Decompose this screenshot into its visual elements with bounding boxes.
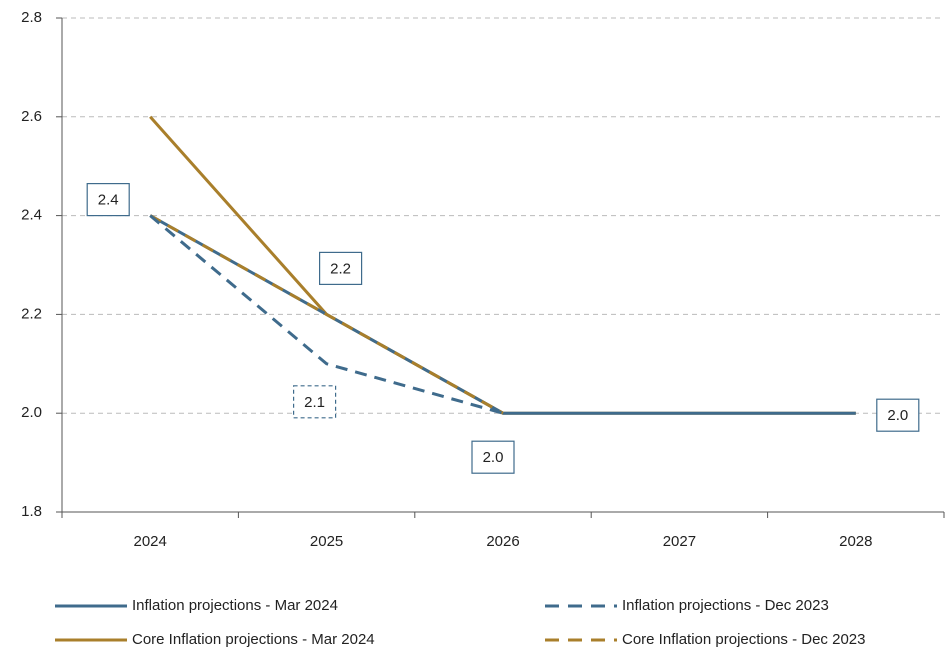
x-tick-label: 2028 [839, 533, 872, 550]
legend-label: Inflation projections - Mar 2024 [132, 597, 338, 614]
data-label: 2.0 [483, 449, 504, 466]
y-tick-label: 1.8 [21, 503, 42, 520]
y-tick-label: 2.6 [21, 108, 42, 125]
legend-label: Core Inflation projections - Mar 2024 [132, 631, 375, 648]
data-label-box [319, 251, 363, 285]
x-tick-label: 2027 [663, 533, 696, 550]
x-tick-label: 2024 [134, 533, 167, 550]
y-tick-label: 2.4 [21, 207, 42, 224]
y-tick-label: 2.2 [21, 305, 42, 322]
data-label-box [86, 183, 130, 217]
data-label-box [471, 440, 515, 474]
legend-label: Inflation projections - Dec 2023 [622, 597, 829, 614]
series-line [149, 115, 856, 415]
data-label: 2.2 [330, 260, 351, 277]
series-line [149, 214, 504, 415]
series-line [149, 214, 504, 415]
data-label-box [876, 398, 920, 432]
data-label: 2.1 [304, 394, 325, 411]
x-tick-label: 2026 [486, 533, 519, 550]
y-tick-label: 2.8 [21, 9, 42, 26]
y-tick-label: 2.0 [21, 404, 42, 421]
legend-label: Core Inflation projections - Dec 2023 [622, 631, 865, 648]
x-tick-label: 2025 [310, 533, 343, 550]
data-label-box [293, 385, 337, 419]
data-label: 2.4 [98, 192, 119, 209]
data-label: 2.0 [887, 407, 908, 424]
